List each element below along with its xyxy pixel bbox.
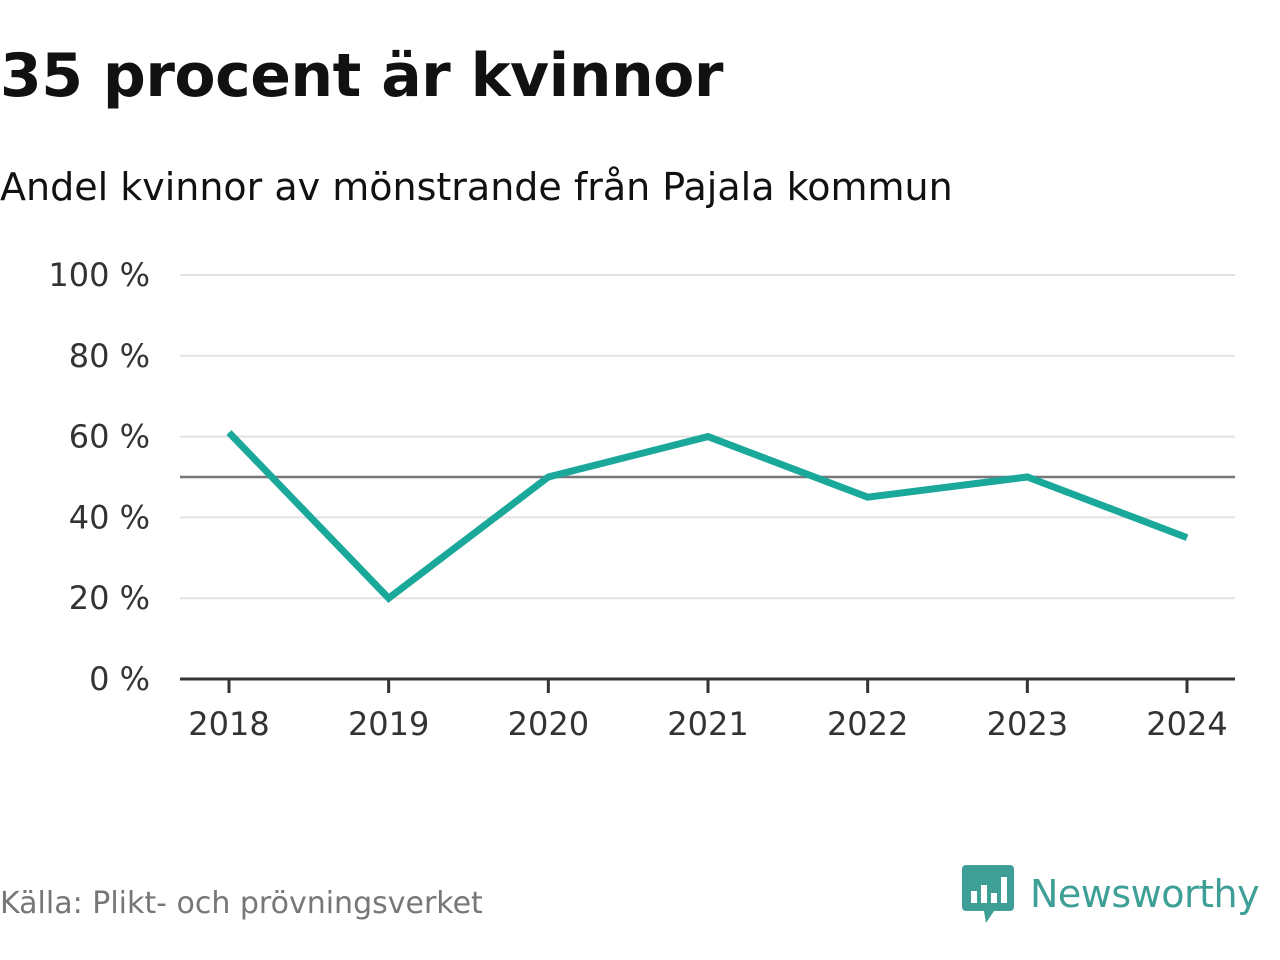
y-tick-label-60: 60 % — [69, 418, 150, 456]
x-tick-label-2024: 2024 — [1146, 705, 1227, 743]
chart-title: 35 procent är kvinnor — [0, 41, 723, 111]
x-tick-label-2021: 2021 — [667, 705, 748, 743]
x-tick-label-2019: 2019 — [348, 705, 429, 743]
x-tick-label-2020: 2020 — [508, 705, 589, 743]
x-tick-label-2023: 2023 — [987, 705, 1068, 743]
x-tick-label-2018: 2018 — [188, 705, 269, 743]
data-point-2023 — [1026, 476, 1028, 478]
source-note: Källa: Plikt- och prövningsverket — [0, 886, 483, 921]
brand-logo: Newsworthy — [962, 862, 1260, 926]
x-tick-label-2022: 2022 — [827, 705, 908, 743]
data-point-2019 — [388, 597, 390, 599]
data-point-2024 — [1186, 537, 1188, 539]
y-tick-label-80: 80 % — [69, 337, 150, 375]
data-point-2021 — [707, 436, 709, 438]
y-tick-label-100: 100 % — [48, 256, 150, 294]
y-tick-label-0: 0 % — [89, 660, 150, 698]
bar-chart-speech-bubble-icon — [962, 865, 1014, 923]
chart-subtitle: Andel kvinnor av mönstrande från Pajala … — [0, 165, 953, 209]
brand-name: Newsworthy — [1030, 872, 1260, 916]
line-chart: 0 % 20 % 40 % 60 % 80 % 100 % 2018 2019 2020 2021… — [48, 256, 1235, 743]
data-point-2022 — [867, 496, 869, 498]
data-point-2020 — [547, 476, 549, 478]
data-point-2018 — [228, 432, 230, 434]
y-tick-label-40: 40 % — [69, 498, 150, 536]
series-line-0 — [226, 430, 1189, 603]
y-tick-label-20: 20 % — [69, 579, 150, 617]
